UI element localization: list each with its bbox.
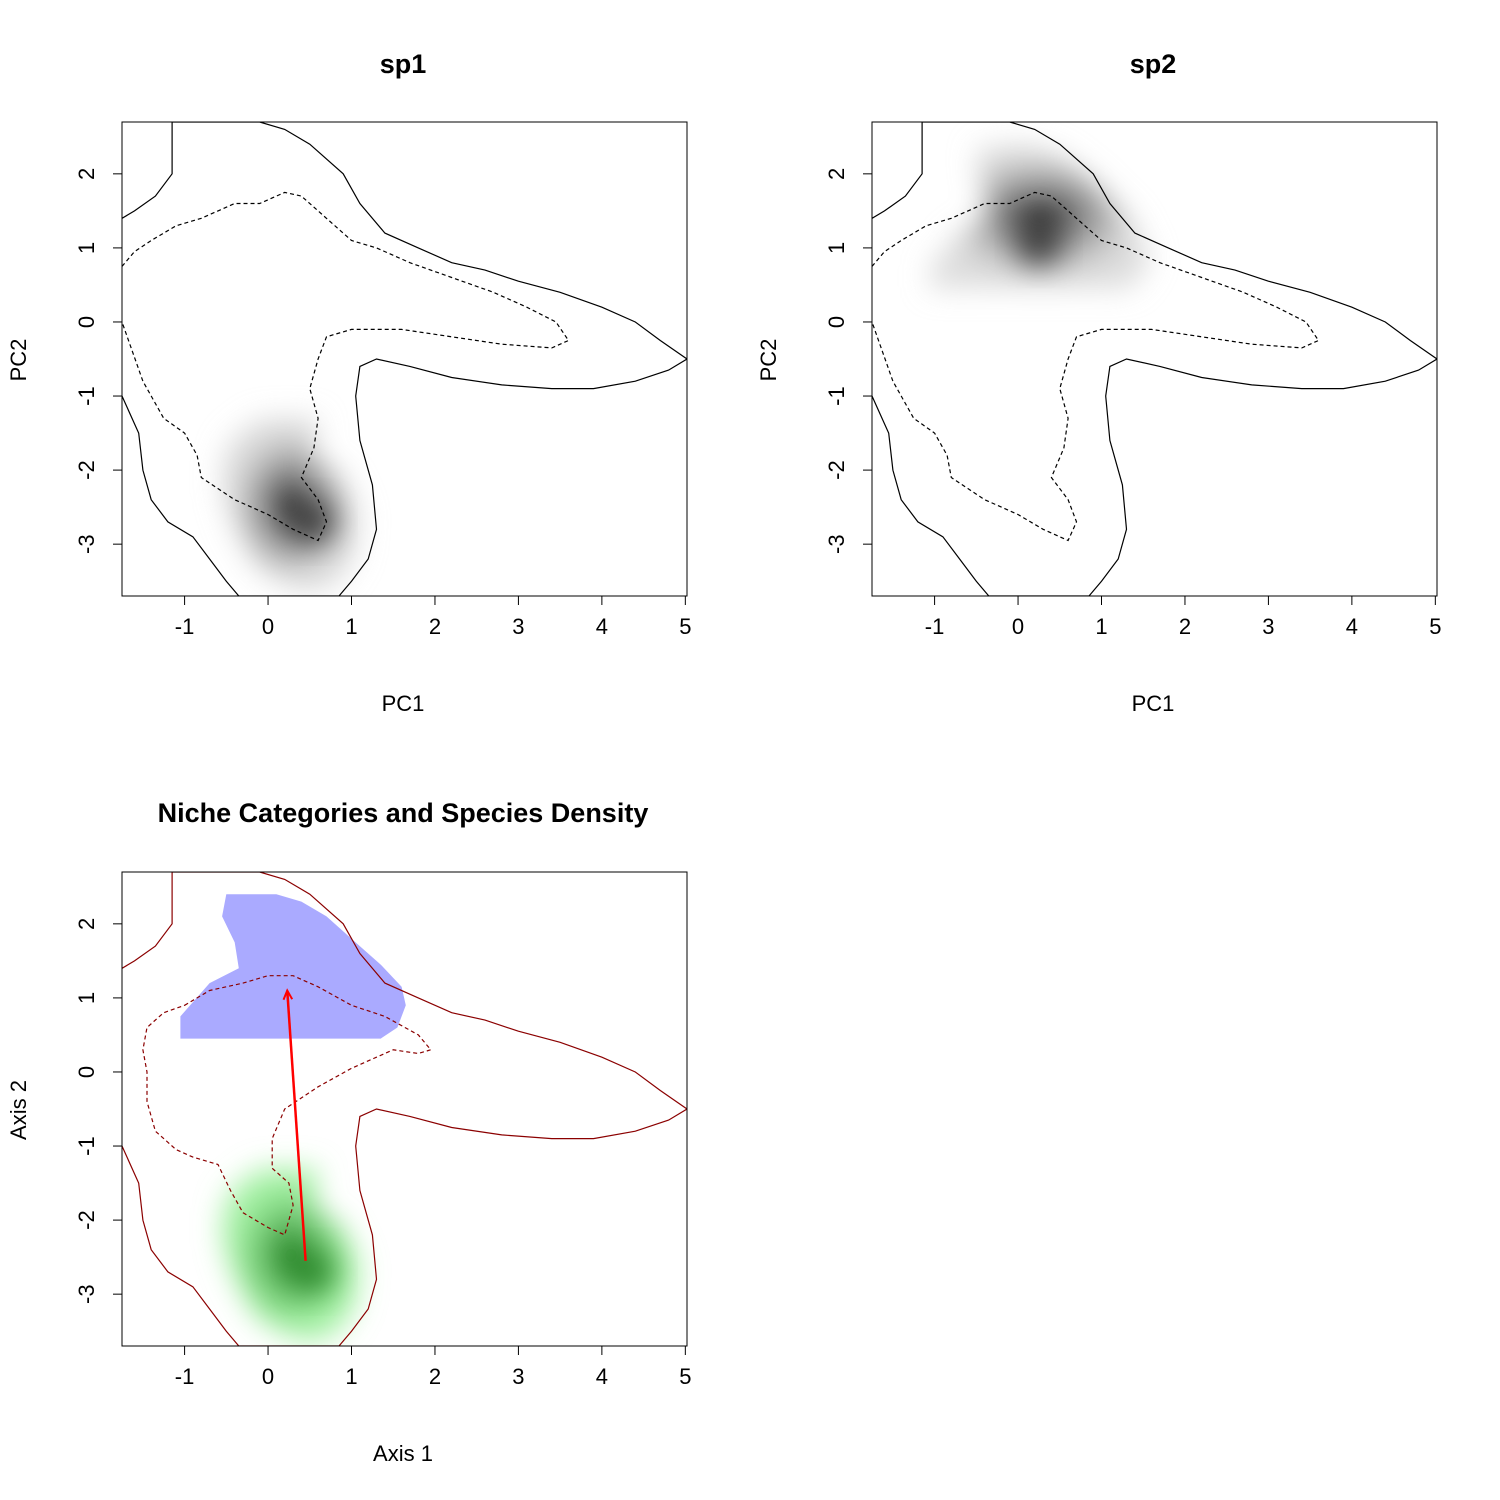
plot-area — [872, 122, 1437, 596]
panel-title: Niche Categories and Species Density — [158, 798, 649, 828]
x-tick-label: 2 — [429, 1364, 441, 1389]
x-tick-label: 5 — [1429, 614, 1441, 639]
y-tick-label: 2 — [74, 918, 99, 930]
x-tick-label: 4 — [1346, 614, 1358, 639]
panel-sp1: sp1 PC1 PC2 -1 0 1 2 3 4 5 -3 -2 -1 0 1 2 — [6, 49, 691, 716]
x-tick-label: 5 — [679, 1364, 691, 1389]
y-axis-label: Axis 2 — [6, 1080, 31, 1140]
contour-solid — [122, 872, 687, 1346]
y-tick-label: -3 — [74, 534, 99, 554]
y-tick-label: 1 — [824, 242, 849, 254]
contour-dashed — [872, 191, 1320, 542]
x-tick-label: 0 — [1012, 614, 1024, 639]
y-tick-label: -1 — [74, 1136, 99, 1156]
plot-frame — [121, 871, 688, 1347]
y-tick-label: 2 — [824, 168, 849, 180]
y-tick-label: 1 — [74, 242, 99, 254]
plot-frame — [871, 121, 1438, 597]
contour-solid — [872, 122, 1437, 596]
y-tick-label: 0 — [824, 316, 849, 328]
y-tick-label: -2 — [74, 1210, 99, 1230]
y-tick-label: 0 — [74, 1066, 99, 1078]
x-tick-label: 1 — [1095, 614, 1107, 639]
density-blob — [930, 144, 1152, 289]
y-tick-label: 0 — [74, 316, 99, 328]
x-tick-label: 4 — [596, 1364, 608, 1389]
y-axis-label: PC2 — [756, 339, 781, 382]
plot-area — [122, 122, 687, 596]
x-tick-label: -1 — [175, 1364, 195, 1389]
x-tick-label: -1 — [925, 614, 945, 639]
density-peak — [291, 1249, 336, 1294]
panel-niche-categories: Niche Categories and Species Density Axi… — [6, 798, 691, 1466]
x-tick-label: 2 — [429, 614, 441, 639]
x-tick-label: 3 — [1262, 614, 1274, 639]
panel-sp2: sp2 PC1 PC2 -1 0 1 2 3 4 5 -3 -2 -1 0 1 2 — [756, 49, 1441, 716]
x-axis-label: PC1 — [382, 691, 425, 716]
contour-dashed — [122, 191, 570, 542]
y-tick-label: -3 — [74, 1284, 99, 1304]
y-axis-label: PC2 — [6, 339, 31, 382]
x-axis-label: Axis 1 — [373, 1441, 433, 1466]
y-tick-label: -1 — [74, 386, 99, 406]
density-blob — [222, 1168, 360, 1343]
density-blob — [222, 418, 360, 593]
density-peak — [291, 499, 336, 544]
x-axis-label: PC1 — [1132, 691, 1175, 716]
density-peak — [1016, 222, 1061, 267]
plot-frame — [121, 121, 688, 597]
panel-title: sp2 — [1130, 49, 1177, 79]
panel-title: sp1 — [380, 49, 427, 79]
y-tick-label: -3 — [824, 534, 849, 554]
x-tick-label: 1 — [345, 1364, 357, 1389]
x-tick-label: 3 — [512, 1364, 524, 1389]
y-tick-label: 1 — [74, 992, 99, 1004]
contour-solid — [122, 122, 687, 596]
x-tick-label: 3 — [512, 614, 524, 639]
shift-arrow-head — [282, 988, 294, 1001]
shift-arrow — [285, 990, 307, 1261]
y-tick-label: -1 — [824, 386, 849, 406]
plot-area — [122, 872, 687, 1346]
y-tick-label: -2 — [74, 460, 99, 480]
x-tick-label: 1 — [345, 614, 357, 639]
x-tick-label: 5 — [679, 614, 691, 639]
niche-region-0 — [180, 894, 406, 1039]
x-tick-label: -1 — [175, 614, 195, 639]
x-tick-label: 0 — [262, 614, 274, 639]
y-tick-label: 2 — [74, 168, 99, 180]
y-tick-label: -2 — [824, 460, 849, 480]
x-tick-label: 4 — [596, 614, 608, 639]
x-tick-label: 0 — [262, 1364, 274, 1389]
x-tick-label: 2 — [1179, 614, 1191, 639]
